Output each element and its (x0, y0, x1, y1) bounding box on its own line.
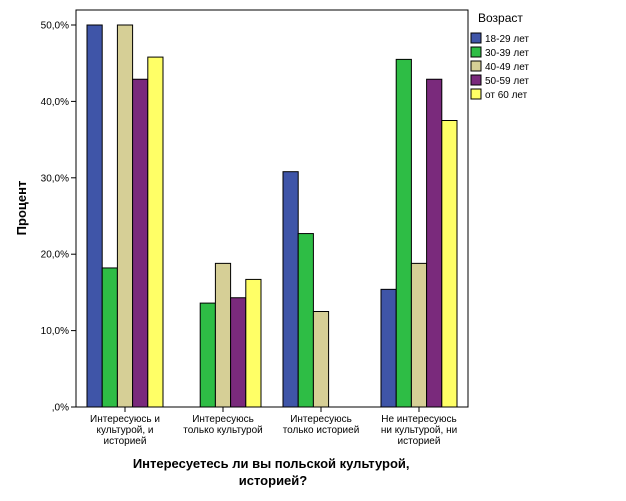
bar (426, 78, 443, 408)
x-category-label-line: Интересуюсь (290, 414, 352, 425)
bar (101, 267, 118, 408)
bar (147, 56, 164, 408)
x-category-label: Интересуюсь только культурой (183, 414, 263, 436)
y-tick-label: 50,0% (41, 21, 69, 32)
bar (199, 302, 216, 408)
y-tick-label: 30,0% (41, 173, 69, 184)
y-tick-label: 10,0% (41, 326, 69, 337)
y-tick-label: 40,0% (41, 97, 69, 108)
bar (395, 58, 412, 408)
bar (245, 278, 262, 408)
y-tick-label: 20,0% (41, 250, 69, 261)
legend-title: Возраст (478, 11, 523, 25)
y-axis-label: Процент (14, 181, 29, 236)
x-axis: Интересуюсь и культурой, и историейИнтерес… (90, 407, 457, 447)
legend-entry-label: 18-29 лет (485, 34, 529, 45)
bar (410, 262, 428, 408)
legend-entry-label: 40-49 лет (485, 62, 529, 73)
x-axis-label-line-1: Интересуетесь ли вы польской культурой, (133, 456, 410, 471)
x-category-label: Интересуюсь только историей (283, 414, 360, 436)
x-axis-label: Интересуетесь ли вы польской культурой, … (133, 456, 413, 488)
legend-swatch (470, 74, 482, 86)
legend-entry-label: 30-39 лет (485, 48, 529, 59)
bar (86, 24, 103, 408)
x-category-label-line: Интересуюсь (192, 414, 254, 425)
x-category-label: Не интересуюсь ни культурой, ни историей (381, 414, 457, 447)
y-tick-label: ,0% (52, 403, 69, 414)
legend-swatch (470, 60, 482, 72)
bar (380, 288, 397, 408)
y-axis: ,0% 10,0% 20,0% 30,0% 40,0% 50,0% (41, 21, 76, 414)
bar (230, 297, 247, 408)
x-category-label-line: только историей (283, 425, 360, 436)
bar (214, 262, 232, 408)
x-category-label-line: Не интересуюсь (381, 414, 457, 425)
x-category-label-line: только культурой (183, 425, 263, 436)
bar (441, 120, 458, 408)
x-category-label-line: ни культурой, ни (381, 425, 457, 436)
bar (116, 24, 134, 408)
x-category-label-line: историей (104, 436, 147, 447)
bars (86, 24, 458, 408)
legend: Возраст 18-29 лет 30-39 лет 40-49 лет 50-59… (470, 11, 529, 101)
x-category-label-line: Интересуюсь и (90, 414, 160, 425)
legend-entry-label: 50-59 лет (485, 76, 529, 87)
x-category-label-line: историей (398, 436, 441, 447)
x-category-label-line: культурой, и (97, 425, 154, 436)
bar (297, 233, 314, 408)
legend-swatch (470, 88, 482, 100)
legend-swatch (470, 32, 482, 44)
x-category-label: Интересуюсь и культурой, и историей (90, 414, 160, 447)
bar (132, 78, 149, 408)
legend-swatch (470, 46, 482, 58)
bar (312, 311, 330, 408)
x-axis-label-line-2: историей? (239, 473, 308, 488)
legend-entry-label: от 60 лет (485, 90, 528, 101)
bar (282, 171, 299, 408)
